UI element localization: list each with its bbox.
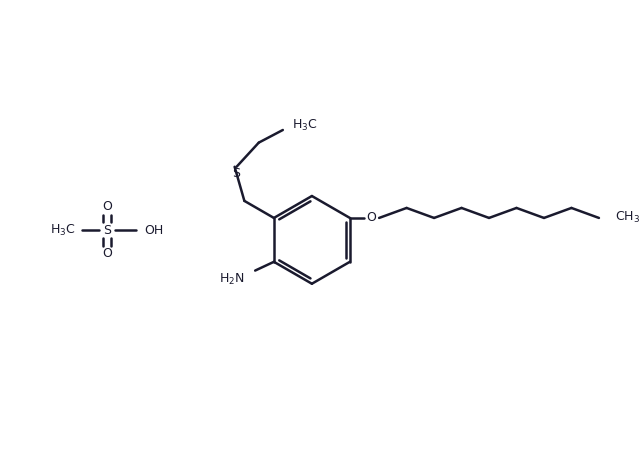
Text: OH: OH xyxy=(144,224,163,236)
Text: S: S xyxy=(232,167,241,180)
Text: S: S xyxy=(103,224,111,236)
Text: O: O xyxy=(102,247,112,260)
Text: O: O xyxy=(102,200,112,213)
Text: $\mathregular{H_2N}$: $\mathregular{H_2N}$ xyxy=(219,272,244,287)
Text: $\mathregular{CH_3}$: $\mathregular{CH_3}$ xyxy=(614,211,639,226)
Text: $\mathregular{H_3C}$: $\mathregular{H_3C}$ xyxy=(292,118,317,133)
Text: O: O xyxy=(366,212,376,225)
Text: $\mathregular{H_3C}$: $\mathregular{H_3C}$ xyxy=(51,223,76,238)
